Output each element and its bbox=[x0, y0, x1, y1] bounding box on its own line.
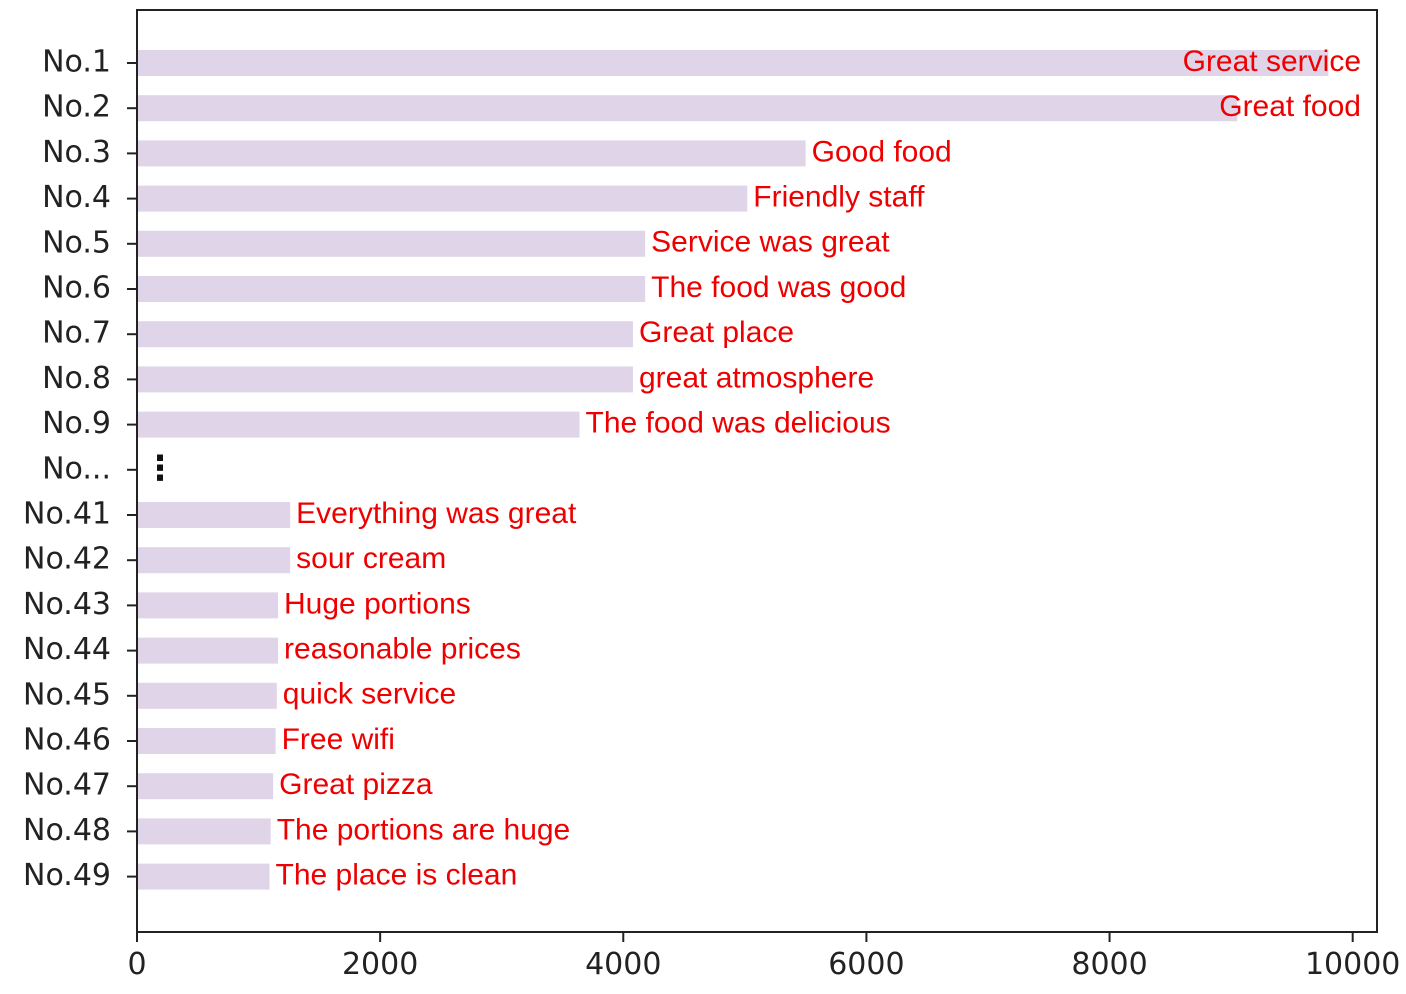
data-label: reasonable prices bbox=[284, 633, 521, 666]
y-tick-label: No.44 bbox=[23, 632, 111, 667]
y-tick-label-gap: No... bbox=[42, 451, 111, 486]
x-tick-label: 8000 bbox=[1071, 947, 1147, 982]
data-label: great atmosphere bbox=[639, 361, 874, 394]
bar-9 bbox=[138, 411, 580, 438]
bar-3 bbox=[138, 140, 806, 167]
bar-17 bbox=[138, 818, 271, 845]
x-tick-label: 4000 bbox=[585, 947, 661, 982]
y-tick-label: No.4 bbox=[42, 180, 111, 215]
y-tick-label: No.42 bbox=[23, 542, 111, 577]
bar-15 bbox=[138, 728, 276, 754]
data-label: Everything was great bbox=[296, 497, 577, 530]
data-label: Great food bbox=[1219, 90, 1361, 123]
y-tick-label: No.48 bbox=[23, 813, 111, 848]
y-tick-label: No.43 bbox=[23, 587, 111, 622]
bar-4 bbox=[138, 185, 748, 212]
y-tick-label: No.9 bbox=[42, 406, 111, 441]
bars bbox=[138, 50, 1329, 890]
data-label: Free wifi bbox=[282, 723, 395, 756]
data-label: Good food bbox=[812, 135, 952, 168]
x-axis: 0 2000 4000 6000 8000 10000 bbox=[127, 932, 1400, 982]
x-tick-label: 6000 bbox=[828, 947, 904, 982]
bar-5 bbox=[138, 230, 646, 257]
data-label: Great place bbox=[639, 316, 794, 349]
y-tick-label: No.45 bbox=[23, 677, 111, 712]
y-tick-label: No.46 bbox=[23, 723, 111, 758]
data-label: The portions are huge bbox=[277, 813, 571, 846]
data-label: quick service bbox=[283, 678, 456, 711]
data-label: Service was great bbox=[651, 226, 890, 259]
plot-frame bbox=[136, 9, 1378, 933]
y-tick-label: No.5 bbox=[42, 225, 111, 260]
y-tick-label: No.49 bbox=[23, 858, 111, 893]
bar-6 bbox=[138, 276, 646, 302]
data-label: sour cream bbox=[296, 542, 446, 575]
bar-18 bbox=[138, 863, 270, 890]
bar-14 bbox=[138, 682, 277, 709]
data-label: Friendly staff bbox=[753, 181, 925, 214]
data-label: Great pizza bbox=[279, 768, 433, 801]
data-label: Huge portions bbox=[284, 587, 471, 620]
vertical-ellipsis-icon: ⋮ bbox=[143, 448, 177, 488]
y-tick-label: No.1 bbox=[42, 45, 111, 80]
y-tick-label: No.6 bbox=[42, 271, 111, 306]
x-tick-label: 10000 bbox=[1305, 947, 1400, 982]
bar-1 bbox=[138, 50, 1329, 76]
data-labels: Great service Great food Good food Friendly… bbox=[143, 45, 1361, 892]
y-tick-label: No.8 bbox=[42, 361, 111, 396]
y-tick-label: No.7 bbox=[42, 316, 111, 351]
x-tick-label: 0 bbox=[127, 947, 146, 982]
bar-7 bbox=[138, 321, 633, 348]
y-tick-label: No.47 bbox=[23, 768, 111, 803]
bar-11 bbox=[138, 547, 291, 574]
x-tick-label: 2000 bbox=[342, 947, 418, 982]
data-label: The place is clean bbox=[276, 859, 518, 892]
data-label: The food was delicious bbox=[586, 407, 891, 440]
bar-8 bbox=[138, 366, 633, 393]
data-label: Great service bbox=[1183, 45, 1361, 78]
bar-12 bbox=[138, 592, 279, 619]
y-axis: No.1 No.2 No.3 No.4 No.5 No.6 No.7 No.8 No.9 No.4… bbox=[23, 45, 137, 893]
bar-10 bbox=[138, 502, 291, 528]
bar-16 bbox=[138, 773, 274, 800]
bar-13 bbox=[138, 637, 279, 664]
y-tick-label: No.41 bbox=[23, 497, 111, 532]
y-tick-label: No.3 bbox=[42, 135, 111, 170]
y-tick-label: No.2 bbox=[42, 90, 111, 125]
bar-2 bbox=[138, 95, 1238, 122]
data-label: The food was good bbox=[651, 271, 906, 304]
